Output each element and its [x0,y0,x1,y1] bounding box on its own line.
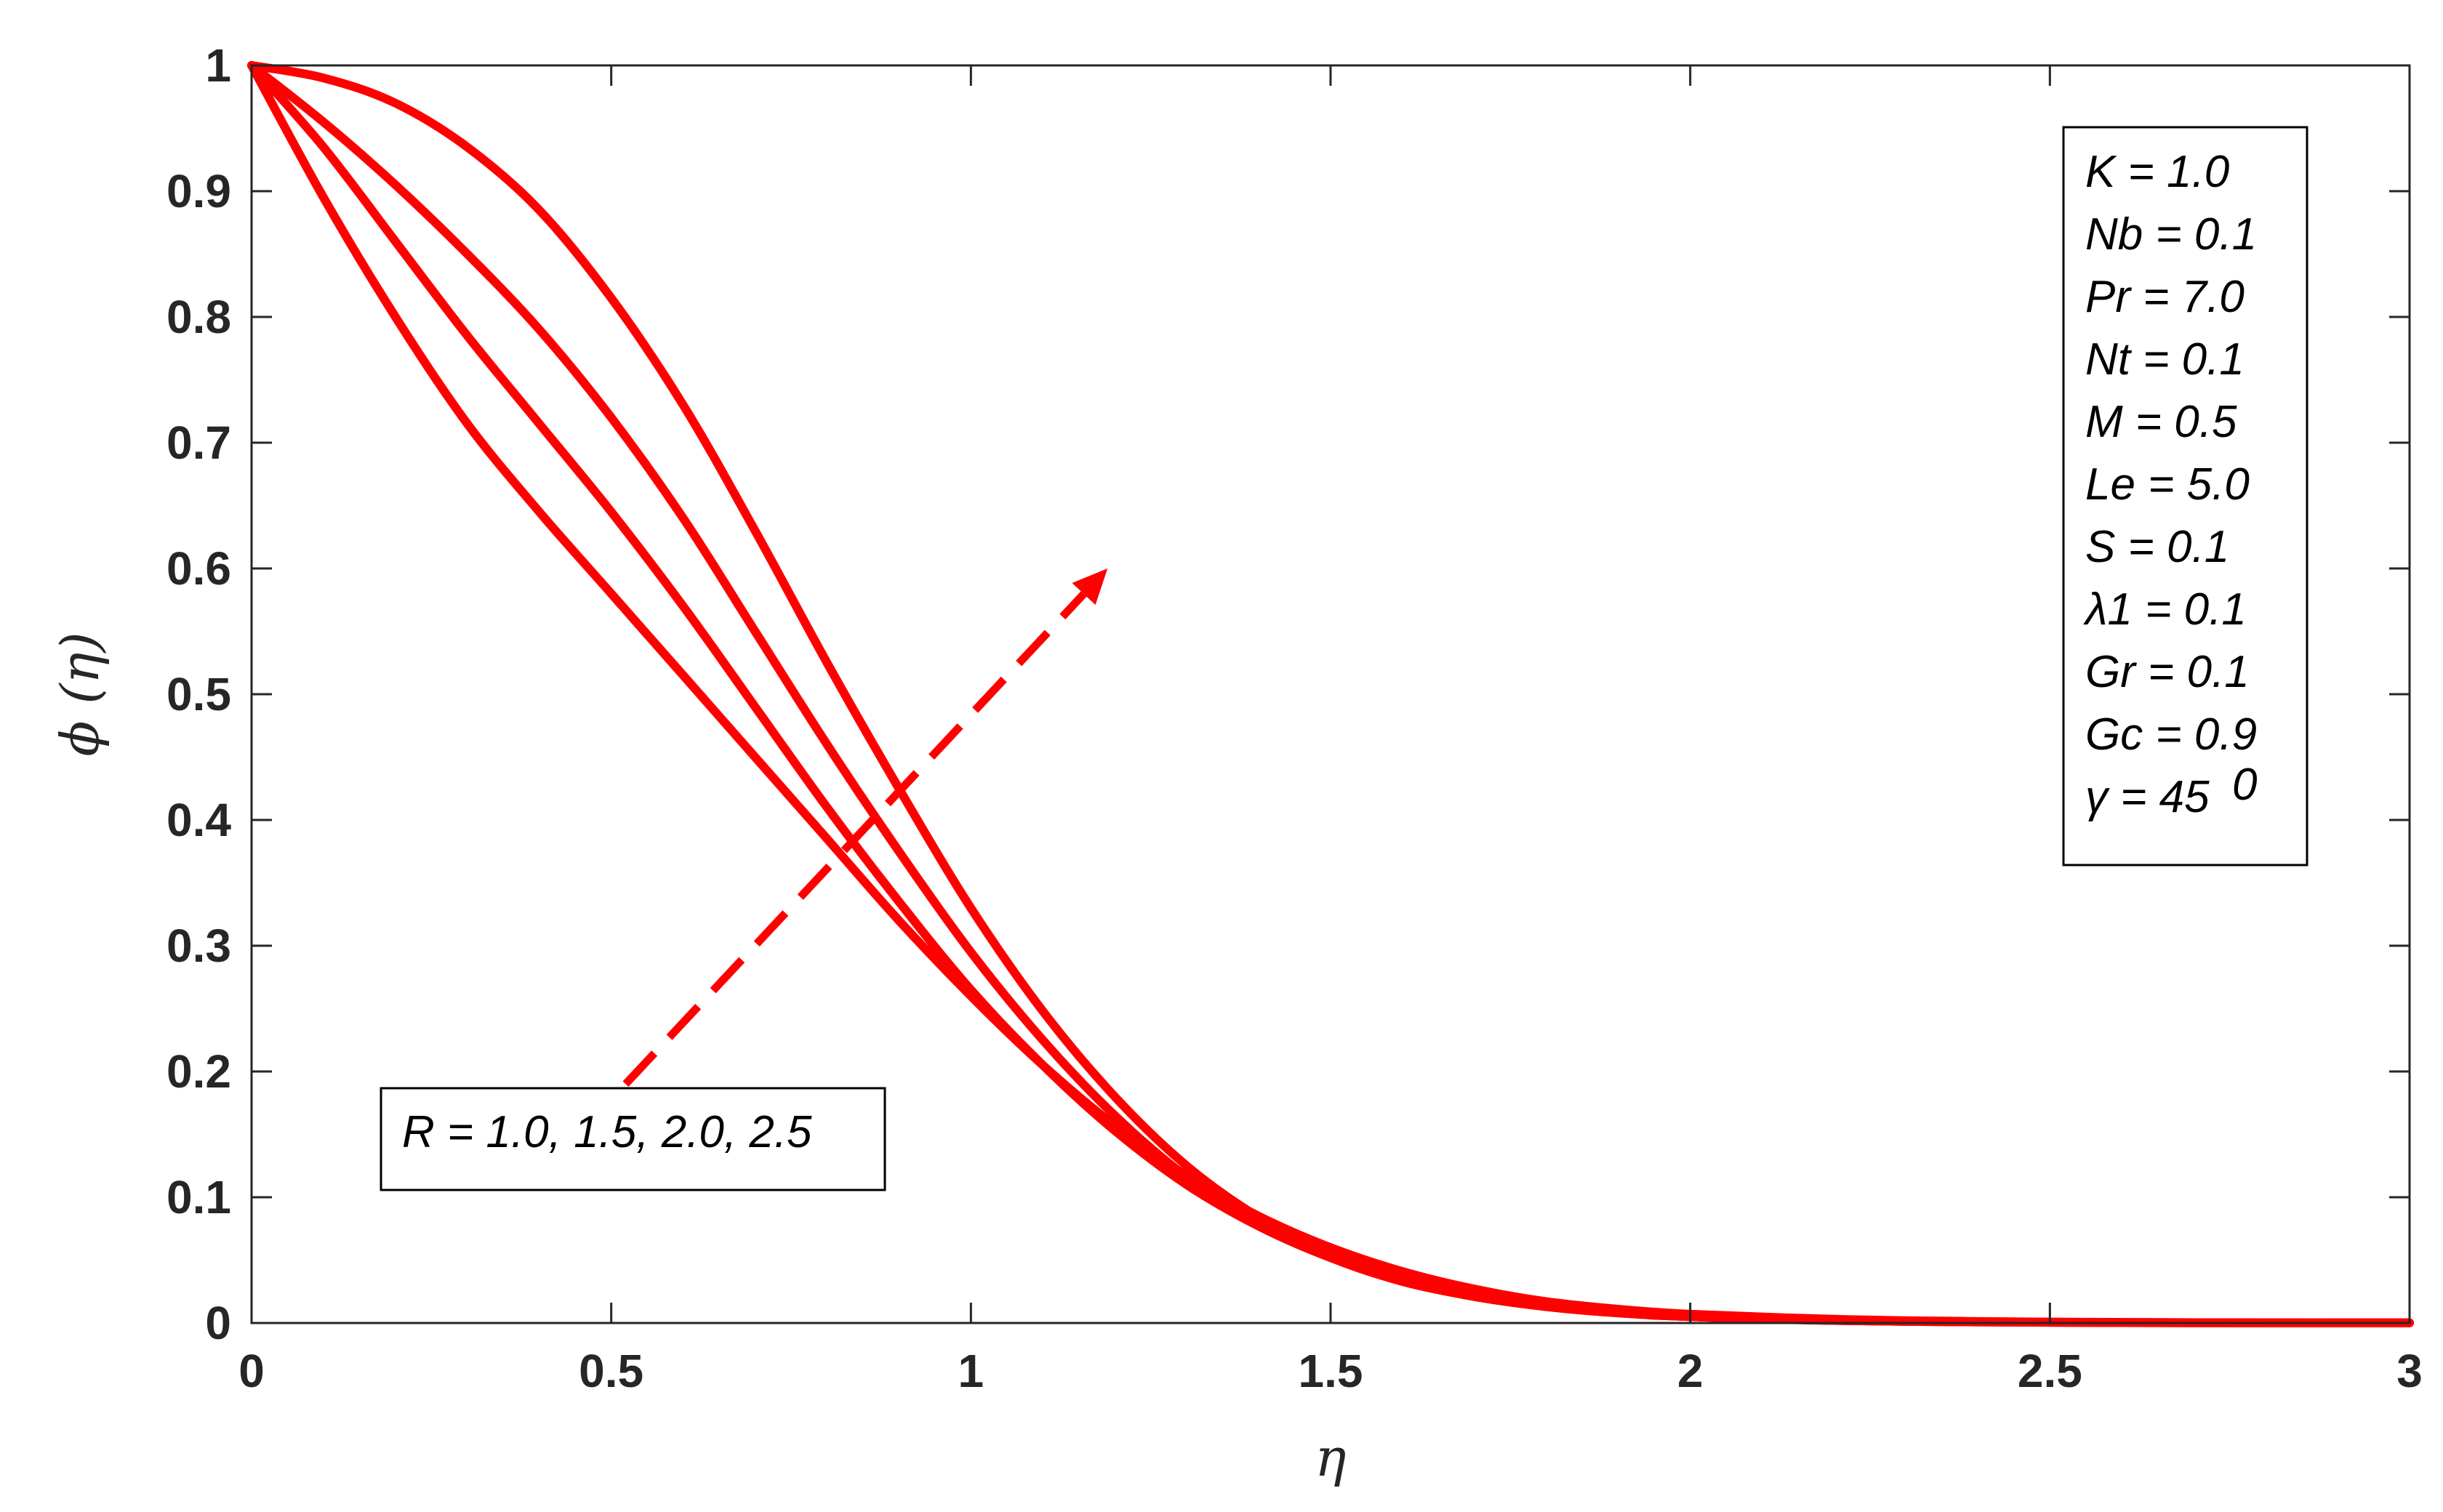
x-tick-label: 1 [958,1345,984,1397]
increasing-r-arrow [622,568,1108,1087]
x-tick-label: 3 [2396,1345,2423,1397]
parameter-list: K = 1.0 Nb = 0.1 Pr = 7.0 Nt = 0.1 M = 0.5 Le… [2083,147,2257,822]
arrow-shaft [622,591,1087,1087]
parameter-line: Gr = 0.1 [2085,647,2250,697]
series-line-4 [247,61,2414,1327]
y-tick-label: 1 [205,39,231,92]
y-tick-label: 0.1 [167,1171,231,1223]
parameter-line: Nt = 0.1 [2085,334,2245,385]
x-tick-label: 2.5 [2018,1345,2082,1397]
y-tick-label: 0.7 [167,417,231,469]
y-axis-label: ϕ (η) [49,632,111,756]
y-tick-label: 0 [205,1297,231,1349]
x-axis-ticks: 0 0.5 1 1.5 2 2.5 3 [238,65,2423,1397]
y-tick-label: 0.5 [167,668,231,720]
parameter-line: Nb = 0.1 [2085,209,2257,260]
y-tick-label: 0.2 [167,1045,231,1098]
x-tick-label: 0.5 [579,1345,643,1397]
r-values-label: R = 1.0, 1.5, 2.0, 2.5 [402,1107,812,1157]
parameter-line: K = 1.0 [2085,147,2229,197]
parameter-box [2062,126,2308,866]
y-tick-label: 0.8 [167,291,231,343]
parameter-line: γ = 45 [2085,772,2210,822]
x-tick-label: 1.5 [1299,1345,1363,1397]
y-tick-label: 0.3 [167,920,231,972]
parameter-line: Pr = 7.0 [2085,272,2245,322]
r-values-box [380,1087,886,1191]
parameter-line: λ1 = 0.1 [2083,584,2247,635]
x-tick-label: 0 [238,1345,265,1397]
y-tick-label: 0.4 [167,794,231,846]
y-axis-ticks: 0 0.1 0.2 0.3 0.4 0.5 0.6 0.7 0.8 0.9 1 [167,39,2410,1349]
y-tick-label: 0.9 [167,165,231,217]
arrow-head [1072,568,1108,606]
curves-group [247,61,2414,1327]
parameter-line: M = 0.5 [2085,397,2237,447]
gamma-superscript: 0 [2232,760,2257,810]
x-tick-label: 2 [1677,1345,1704,1397]
y-tick-label: 0.6 [167,542,231,595]
parameter-line: Le = 5.0 [2085,459,2250,510]
parameter-line: Gc = 0.9 [2085,709,2257,760]
x-axis-label: η [1315,1427,1346,1488]
parameter-line: S = 0.1 [2085,522,2229,572]
